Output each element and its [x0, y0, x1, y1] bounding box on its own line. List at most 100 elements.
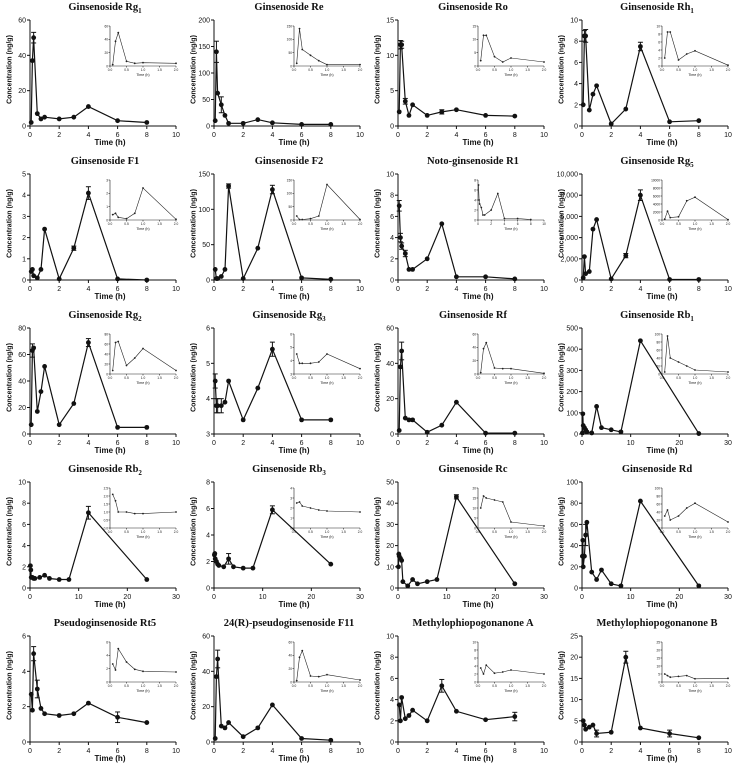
y-tick-label: 0 [574, 432, 578, 439]
inset-data-point [666, 31, 669, 33]
inset-data-point [479, 507, 482, 509]
y-tick-label: 30 [386, 522, 394, 529]
inset-x-tick-label: 1.0 [141, 376, 146, 380]
data-point [594, 577, 599, 582]
inset-plot: 0 2 4 6 8 0 2 4 6 8 10 Time (h) [474, 178, 546, 231]
chart-title: Ginsenoside Rb3 [210, 464, 368, 477]
inset-data-point [669, 676, 672, 679]
inset-data-point [295, 679, 298, 682]
y-tick-label: 0 [574, 740, 578, 747]
data-point [406, 267, 412, 272]
inset-x-tick-label: 1.5 [525, 68, 530, 72]
inset-x-axis-label: Time (h) [504, 227, 517, 231]
x-axis-label: Time (h) [278, 754, 310, 763]
inset-y-tick-label: 20 [472, 359, 476, 363]
series-line [214, 51, 331, 126]
inset-y-tick-label: 5 [474, 51, 476, 55]
y-tick-label: 150 [198, 172, 210, 179]
y-tick-label: 0 [574, 278, 578, 285]
x-axis-label: Time (h) [94, 754, 126, 763]
inset-x-tick-label: 0.5 [492, 376, 497, 380]
inset-data-point [480, 206, 483, 209]
data-point [226, 556, 231, 562]
inset-y-tick-label: 0 [474, 372, 476, 376]
inset-data-point [490, 209, 493, 211]
series-line [397, 495, 516, 587]
y-tick-label: 20 [18, 405, 26, 412]
inset-x-tick-label: 0.5 [308, 222, 313, 226]
y-tick-label: 40 [386, 501, 394, 508]
inset-data-point [479, 371, 482, 374]
x-tick-label: 6 [116, 286, 120, 293]
y-tick-label: 6 [390, 214, 394, 221]
data-point [580, 430, 585, 436]
x-tick-label: 4 [454, 748, 458, 755]
inset-data-point [175, 369, 177, 372]
data-point [402, 251, 408, 256]
inset-data-point [359, 218, 361, 221]
inset-data-point [685, 365, 688, 367]
y-tick-label: 15 [386, 18, 394, 25]
chart-title: Noto-ginsenoside R1 [394, 156, 552, 167]
y-tick-label: 25 [570, 634, 578, 641]
chart-title: 24(R)-pseudoginsenoside F11 [210, 618, 368, 629]
data-point [410, 417, 415, 423]
data-point [216, 563, 222, 568]
y-tick-label: 6 [22, 634, 26, 641]
inset-data-point [694, 502, 696, 505]
data-point [115, 118, 120, 124]
inset-x-tick-label: 2.0 [358, 222, 363, 226]
inset-data-point [543, 61, 545, 63]
x-tick-label: 20 [123, 594, 131, 601]
data-point [214, 49, 219, 55]
y-tick-label: 10 [386, 634, 394, 641]
data-point [218, 274, 224, 279]
inset-data-point [298, 27, 301, 30]
inset-data-point [485, 664, 488, 667]
chart-canvas: 0 20 40 60 0 2 4 6 8 10 0 20 40 60 0.0 0.5 1.0 1.5 2.0 Time… [386, 326, 548, 448]
inset-x-tick-label: 0.0 [108, 530, 113, 534]
x-tick-label: 2 [609, 132, 613, 139]
inset-data-point [117, 31, 120, 34]
data-point [402, 98, 408, 104]
data-point [71, 245, 77, 251]
x-tick-label: 4 [270, 132, 274, 139]
data-point [32, 576, 38, 581]
y-tick-label: 4 [390, 235, 394, 242]
inset-x-tick-label: 0.0 [660, 530, 665, 534]
data-point [439, 221, 445, 227]
data-point [589, 430, 595, 436]
y-tick-label: 80 [570, 501, 578, 508]
x-axis-label: Time (h) [462, 138, 494, 147]
inset-data-point [543, 525, 545, 527]
inset-y-tick-label: 8 [658, 32, 660, 36]
data-point [399, 42, 405, 48]
inset-x-tick-label: 2.0 [542, 684, 547, 688]
y-tick-label: 50 [202, 242, 210, 249]
inset-data-point [125, 217, 128, 220]
x-tick-label: 10 [172, 132, 180, 139]
chart-title-subscript: 2 [138, 469, 142, 478]
data-point [299, 736, 304, 741]
x-tick-label: 2 [425, 286, 429, 293]
inset-data-point [301, 649, 304, 652]
y-tick-label: 8 [206, 480, 210, 487]
data-point [30, 267, 35, 272]
inset-x-axis-label: Time (h) [320, 535, 333, 539]
chart-panel: Ginsenoside Rg2 Concentration (ng/g) Time … [0, 308, 184, 462]
data-point [270, 120, 275, 126]
x-tick-label: 0 [28, 132, 32, 139]
x-tick-label: 10 [540, 132, 548, 139]
data-point [580, 275, 586, 281]
data-point [270, 187, 275, 192]
y-tick-label: 6 [390, 676, 394, 683]
data-point [583, 726, 589, 732]
inset-x-tick-label: 1.0 [325, 222, 330, 226]
inset-y-tick-label: 8000 [653, 186, 660, 190]
data-point [582, 553, 587, 559]
data-point [222, 725, 228, 731]
inset-x-axis-label: Time (h) [136, 535, 149, 539]
chart-title-text: Ginsenoside Rd [621, 464, 693, 475]
x-tick-label: 6 [300, 440, 304, 447]
data-point [42, 226, 47, 232]
